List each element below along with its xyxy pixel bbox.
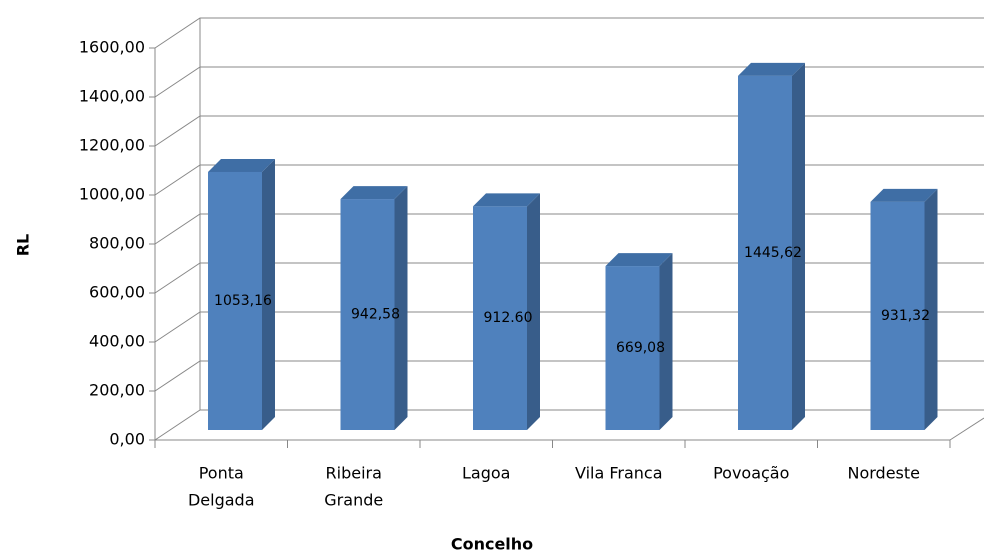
bar-front [208, 171, 262, 430]
x-tick-label: Lagoa [462, 464, 510, 483]
grid-line [154, 262, 984, 294]
x-tick-label: Delgada [188, 491, 255, 510]
bar-top [738, 62, 805, 76]
bar [208, 158, 275, 430]
bar-front [473, 206, 527, 430]
y-tick-label: 1000,00 [79, 185, 145, 204]
grid-line [154, 17, 984, 49]
x-axis-title: Concelho [451, 535, 533, 554]
x-tick-label: Ponta [199, 464, 244, 483]
y-tick-label: 0,00 [109, 430, 145, 449]
grid-line [154, 311, 984, 343]
y-tick-label: 1200,00 [79, 136, 145, 155]
bar-side [792, 62, 805, 431]
x-tick-label: Grande [324, 491, 383, 510]
x-tick-label: Povoação [713, 464, 789, 483]
bar-side [924, 188, 938, 430]
y-tick-label: 200,00 [89, 381, 145, 400]
value-label: 669,08 [616, 340, 665, 356]
floor-edge [949, 417, 984, 441]
bar-top [870, 188, 938, 202]
x-tick-label: Vila Franca [575, 464, 663, 483]
bar [605, 253, 673, 430]
x-tick-label: Nordeste [847, 464, 920, 483]
bar-top [208, 158, 275, 172]
y-tick-label: 1400,00 [79, 87, 145, 106]
bar [473, 193, 540, 430]
grid-line [154, 115, 984, 147]
value-label: 942,58 [351, 307, 400, 323]
bar-front [738, 75, 792, 431]
grid-line [154, 213, 984, 245]
bar-side [262, 158, 275, 430]
bar-top [473, 193, 540, 207]
bar [340, 186, 408, 430]
y-tick-label: 1600,00 [79, 38, 145, 57]
bar-front [870, 201, 925, 430]
grid-line [154, 66, 984, 98]
grid-line [154, 409, 984, 441]
bar-top [340, 186, 408, 200]
value-label: 1445,62 [744, 245, 802, 261]
y-tick-label: 400,00 [89, 332, 145, 351]
y-tick-label: 600,00 [89, 283, 145, 302]
grid-line [154, 360, 984, 392]
grid-line [154, 164, 984, 196]
bar-side [527, 193, 540, 430]
bar [738, 62, 805, 431]
value-label: 1053,16 [214, 293, 272, 309]
bar-side [394, 186, 408, 430]
y-tick-label: 800,00 [89, 234, 145, 253]
bar-top [605, 253, 673, 267]
value-label: 912.60 [484, 310, 533, 326]
bar-front [605, 266, 660, 430]
bar [870, 188, 938, 430]
bar-side [659, 253, 673, 430]
value-label: 931,32 [881, 308, 930, 324]
bar-front [340, 199, 395, 430]
x-tick-label: Ribeira [326, 464, 382, 483]
y-axis-title: RL [14, 234, 33, 257]
